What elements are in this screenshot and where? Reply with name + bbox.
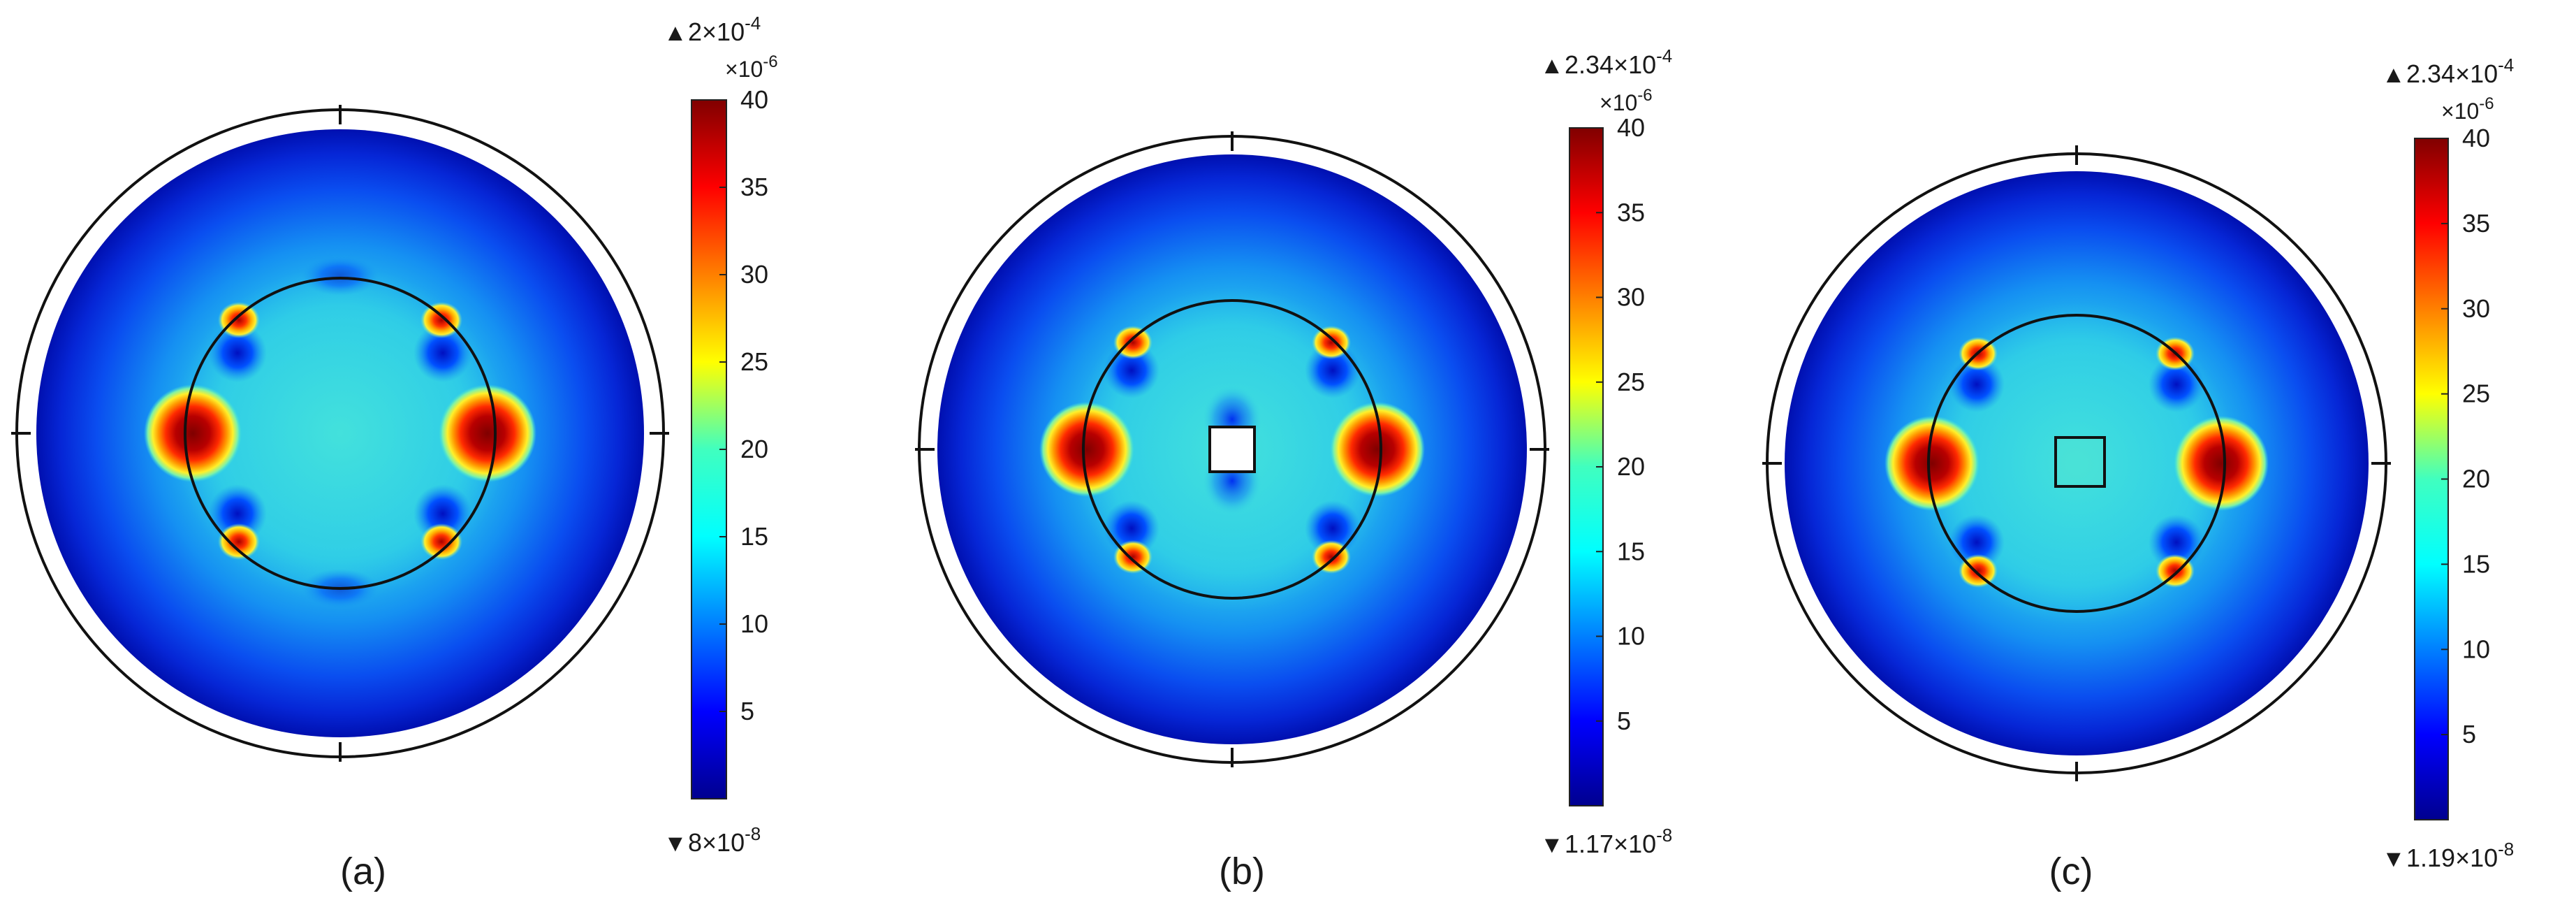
hot-spot-b-bl (1113, 540, 1152, 574)
colorbar-tick-label: 35 (740, 173, 768, 201)
colorbar-tick-label: 40 (1617, 113, 1645, 142)
hot-spot-b-br (1312, 540, 1351, 574)
min-label-c: 1.19×10-8 (2406, 839, 2514, 872)
colorbar-tick-label: 20 (2462, 465, 2490, 493)
scale-label-b: ×10-6 (1600, 86, 1653, 115)
hot-spot-b-right (1330, 402, 1425, 497)
panel-b: (b) ▲ 2.34×10-4 ×10-6 40 35 30 25 20 15 10 5 ▼ … (915, 45, 1672, 892)
panel-c: (c) ▲ 2.34×10-4 ×10-6 40 35 30 25 20 15 10 5 ▼ … (1762, 55, 2514, 892)
panel-caption-a: (a) (340, 851, 386, 892)
min-label-b: 1.17×10-8 (1565, 825, 1672, 858)
colorbar-tick-label: 5 (740, 697, 754, 725)
colorbar-tick-label: 40 (2462, 124, 2490, 152)
hot-spot-a-left (144, 384, 242, 482)
hot-spot-a-tr (420, 302, 462, 338)
scale-label-a: ×10-6 (725, 52, 778, 82)
cold-spot-a1 (208, 324, 267, 382)
max-marker-b: ▲ (1540, 52, 1564, 79)
colorbar-tick-label: 10 (1617, 622, 1645, 651)
hot-spot-a-bl (218, 523, 260, 560)
inner-boundary-c (1927, 314, 2226, 613)
cold-spot-a5 (302, 256, 379, 296)
max-marker-c: ▲ (2382, 61, 2406, 88)
colorbar-tick-label: 35 (2462, 209, 2490, 238)
colorbar-ticks-a: 40 35 30 25 20 15 10 5 (719, 85, 768, 725)
cold-spot-a2 (414, 324, 472, 382)
hot-spot-b-tr (1312, 326, 1351, 359)
hot-spot-b-tl (1113, 326, 1152, 359)
panel-caption-b: (b) (1219, 851, 1265, 892)
colorbar-tick-label: 5 (1617, 707, 1631, 735)
max-label-b: 2.34×10-4 (1565, 45, 1672, 79)
inner-boundary-a (184, 277, 497, 590)
panel-caption-c: (c) (2049, 851, 2093, 892)
hot-spot-a-tl (218, 302, 260, 338)
scale-label-c: ×10-6 (2441, 94, 2494, 124)
colorbar-tick-label: 10 (2462, 635, 2490, 663)
colorbar-tick-label: 25 (740, 347, 768, 376)
hot-spot-c-left (1885, 416, 1979, 511)
colorbar-c: ▲ 2.34×10-4 ×10-6 40 35 30 25 20 15 10 5 ▼ 1.19… (2382, 55, 2514, 872)
panel-a: (a) ▲ 2×10-4 ×10-6 40 35 30 25 20 15 10 5 ▼ 8×1… (11, 13, 778, 892)
hot-spot-a-br (420, 523, 462, 560)
inner-boundary-b (1082, 299, 1382, 600)
max-label-c: 2.34×10-4 (2406, 55, 2514, 88)
hot-spot-b-left (1039, 402, 1134, 497)
colorbar-tick-label: 15 (740, 522, 768, 551)
colorbar-tick-label: 20 (740, 435, 768, 463)
colorbar-tick-label: 25 (1617, 368, 1645, 396)
hot-spot-a-right (439, 384, 536, 482)
colorbar-tick-label: 10 (740, 609, 768, 638)
disc-c (1762, 145, 2391, 781)
min-marker-b: ▼ (1540, 832, 1564, 858)
colorbar-tick-label: 35 (1617, 198, 1645, 226)
colorbar-ticks-c: 40 35 30 25 20 15 10 5 (2441, 124, 2490, 748)
colorbar-tick-label: 30 (2462, 294, 2490, 323)
max-marker-a: ▲ (664, 20, 687, 46)
colorbar-ticks-b: 40 35 30 25 20 15 10 5 (1596, 113, 1645, 735)
min-label-a: 8×10-8 (688, 823, 761, 857)
square-hole-b (1208, 426, 1256, 473)
min-marker-a: ▼ (664, 830, 687, 857)
disc-b (915, 131, 1549, 767)
colorbar-tick-label: 40 (740, 85, 768, 114)
colorbar-tick-label: 20 (1617, 452, 1645, 481)
hot-spot-c-right (2174, 416, 2269, 511)
min-marker-c: ▼ (2382, 846, 2406, 872)
colorbar-b: ▲ 2.34×10-4 ×10-6 40 35 30 25 20 15 10 5 ▼ 1.17… (1540, 45, 1672, 858)
colorbar-tick-label: 30 (740, 260, 768, 289)
colorbar-tick-label: 30 (1617, 283, 1645, 312)
colorbar-tick-label: 15 (1617, 537, 1645, 565)
colorbar-tick-label: 5 (2462, 720, 2476, 748)
colorbar-a: ▲ 2×10-4 ×10-6 40 35 30 25 20 15 10 5 ▼ 8×10-8 (664, 13, 778, 857)
square-inclusion-c (2054, 436, 2106, 488)
colorbar-tick-label: 25 (2462, 379, 2490, 408)
max-label-a: 2×10-4 (688, 13, 761, 46)
colorbar-tick-label: 15 (2462, 549, 2490, 578)
disc-a (11, 105, 669, 762)
